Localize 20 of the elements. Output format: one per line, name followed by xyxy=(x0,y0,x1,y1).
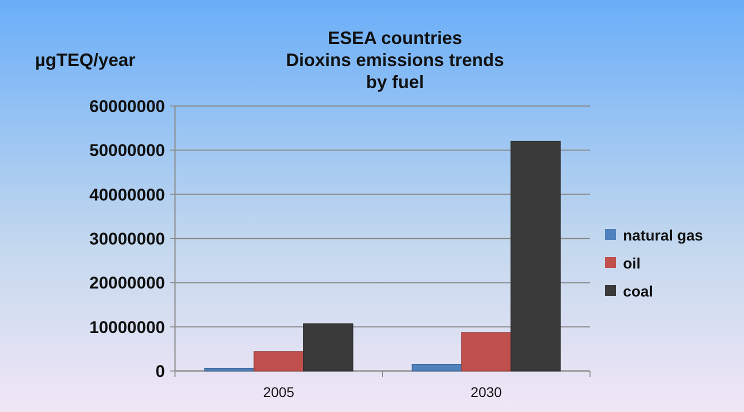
chart-title: ESEA countries Dioxins emissions trends by fuel xyxy=(286,28,504,92)
y-axis-title: µgTEQ/year xyxy=(35,50,136,70)
legend-label: coal xyxy=(623,283,654,300)
y-tick-label: 50000000 xyxy=(89,141,165,160)
x-tick-label: 2005 xyxy=(263,384,295,400)
legend-label: oil xyxy=(623,255,640,272)
y-tick-label: 0 xyxy=(156,362,165,381)
bar xyxy=(412,364,462,372)
y-tick-label: 40000000 xyxy=(89,185,165,204)
x-tick-label: 2030 xyxy=(470,384,502,400)
y-tick-label: 10000000 xyxy=(89,318,165,337)
bar xyxy=(510,140,561,372)
bar xyxy=(461,332,512,372)
legend-label: natural gas xyxy=(623,227,704,244)
bar xyxy=(254,351,304,372)
y-tick-label: 60000000 xyxy=(89,96,165,116)
y-tick-label: 30000000 xyxy=(89,229,165,248)
y-tick-label: 20000000 xyxy=(89,274,165,293)
bar xyxy=(204,368,254,372)
bar xyxy=(303,323,354,372)
